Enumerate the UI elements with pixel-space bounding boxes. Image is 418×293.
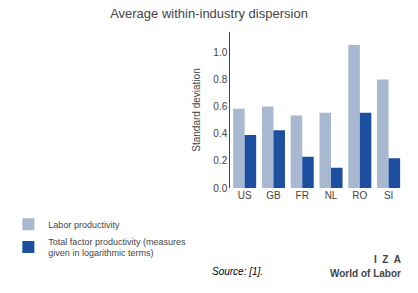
svg-text:0.8: 0.8 [213,74,227,85]
svg-text:0.6: 0.6 [213,101,227,112]
svg-text:Standard deviation: Standard deviation [191,68,202,151]
svg-text:I Z A: I Z A [374,254,401,265]
svg-text:GB: GB [266,190,281,201]
svg-text:RO: RO [352,190,367,201]
svg-text:Source: [1].: Source: [1]. [212,266,263,277]
svg-text:Average within-industry disper: Average within-industry dispersion [110,6,308,21]
svg-text:0.0: 0.0 [213,183,227,194]
svg-text:Labor productivity: Labor productivity [48,220,120,230]
svg-text:World of Labor: World of Labor [330,268,401,279]
svg-text:Total factor productivity (mea: Total factor productivity (measuresgiven… [48,237,186,259]
svg-text:US: US [238,190,252,201]
svg-text:1.0: 1.0 [213,47,227,58]
svg-text:SI: SI [384,190,393,201]
svg-text:0.2: 0.2 [213,155,227,166]
svg-text:0.4: 0.4 [213,128,227,139]
svg-text:FR: FR [296,190,309,201]
svg-text:NL: NL [325,190,338,201]
